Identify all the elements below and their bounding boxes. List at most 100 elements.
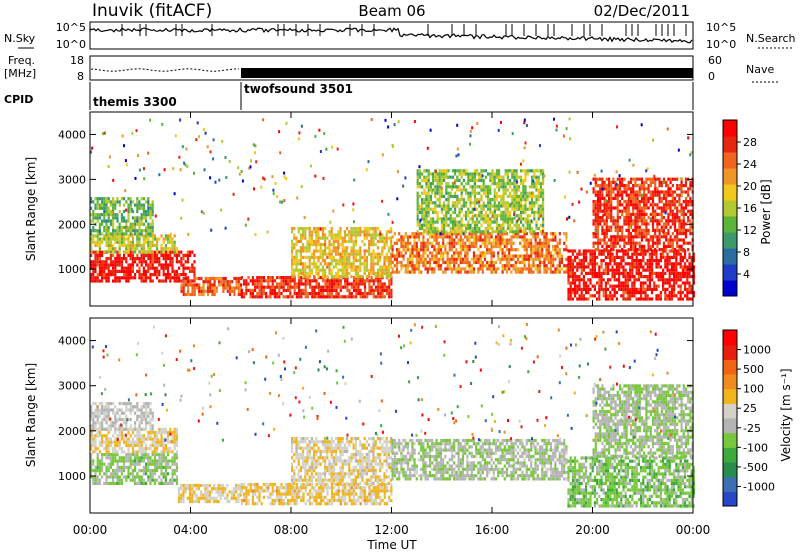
data-cell [193, 292, 196, 297]
data-cell [421, 223, 424, 227]
data-cell [299, 249, 302, 253]
data-cell [664, 271, 667, 275]
data-cell [682, 190, 685, 194]
data-cell [313, 295, 316, 299]
data-cell [457, 254, 460, 258]
data-cell [151, 209, 154, 214]
data-cell [425, 226, 428, 231]
data-cell [565, 235, 568, 239]
data-cell [434, 188, 437, 192]
data-cell [511, 172, 514, 176]
data-cell [513, 210, 516, 214]
data-cell [313, 239, 316, 243]
data-cell [509, 194, 512, 198]
data-cell [629, 294, 632, 298]
data-cell [418, 169, 421, 173]
data-cell [676, 238, 679, 242]
data-cell [524, 169, 527, 173]
data-cell [284, 282, 287, 286]
data-cell [476, 169, 479, 173]
data-cell [655, 249, 658, 253]
data-cell [517, 217, 520, 221]
data-cell [363, 243, 366, 247]
cpid-panel: CPID themis 3300 twofsound 3501 [4, 82, 694, 110]
data-cell [472, 235, 476, 239]
data-cell [486, 241, 489, 245]
data-cell [427, 194, 430, 198]
data-cell [576, 278, 579, 282]
data-cell [147, 200, 150, 204]
data-cell [372, 239, 375, 243]
data-cell [440, 178, 443, 182]
data-cell [359, 288, 362, 292]
data-cell [616, 196, 619, 200]
data-cell [328, 255, 331, 259]
data-cell [105, 219, 108, 223]
data-cell [237, 276, 240, 281]
data-cell [582, 281, 585, 285]
data-cell [500, 201, 503, 205]
data-cell [423, 220, 426, 224]
data-cell [636, 184, 639, 188]
data-cell [612, 235, 615, 239]
data-cell [421, 217, 424, 221]
data-cell [515, 185, 518, 189]
data-cell [343, 252, 346, 256]
data-cell [456, 201, 459, 205]
data-cell [352, 259, 355, 263]
data-cell [112, 197, 115, 201]
data-cell [647, 216, 650, 220]
data-cell [603, 232, 606, 236]
data-cell [629, 219, 633, 223]
data-cell [432, 217, 435, 221]
data-cell [511, 230, 514, 234]
data-cell [126, 227, 129, 231]
data-cell [599, 222, 602, 226]
data-cell [616, 190, 619, 194]
data-cell [436, 188, 439, 192]
data-cell [531, 210, 534, 214]
data-cell [398, 270, 401, 274]
data-cell [490, 235, 493, 239]
data-cell [605, 241, 608, 245]
data-cell [432, 207, 435, 211]
data-cell [140, 234, 143, 238]
data-cell [541, 251, 544, 255]
data-cell [209, 280, 212, 284]
data-cell [411, 244, 414, 249]
data-cell [112, 234, 115, 238]
data-cell [127, 213, 130, 217]
data-cell [211, 292, 214, 297]
data-cell [131, 253, 134, 257]
data-cell [434, 185, 437, 189]
data-cell [538, 241, 542, 245]
data-cell [304, 282, 307, 286]
data-cell [677, 291, 680, 295]
data-cell [604, 294, 607, 298]
data-cell [448, 235, 451, 239]
data-cell [415, 244, 418, 249]
data-cell [510, 248, 513, 252]
data-cell [455, 251, 458, 255]
data-cell [355, 282, 358, 286]
data-cell [153, 273, 156, 277]
data-cell [531, 169, 534, 173]
data-cell [563, 270, 566, 274]
data-cell [607, 287, 610, 291]
data-cell [299, 227, 302, 231]
data-cell [554, 244, 557, 249]
data-cell [374, 288, 378, 292]
noise-left-tick-top: 10^5 [56, 21, 86, 34]
data-cell [629, 203, 633, 207]
data-cell [302, 249, 305, 253]
data-cell [291, 252, 294, 256]
data-cell [465, 182, 468, 186]
data-cell [669, 180, 672, 184]
data-cell [428, 267, 432, 271]
data-cell [593, 268, 596, 272]
data-cell [556, 267, 559, 271]
data-cell [160, 243, 163, 248]
data-cell [634, 232, 637, 236]
data-cell [381, 265, 384, 269]
data-cell [193, 273, 196, 277]
